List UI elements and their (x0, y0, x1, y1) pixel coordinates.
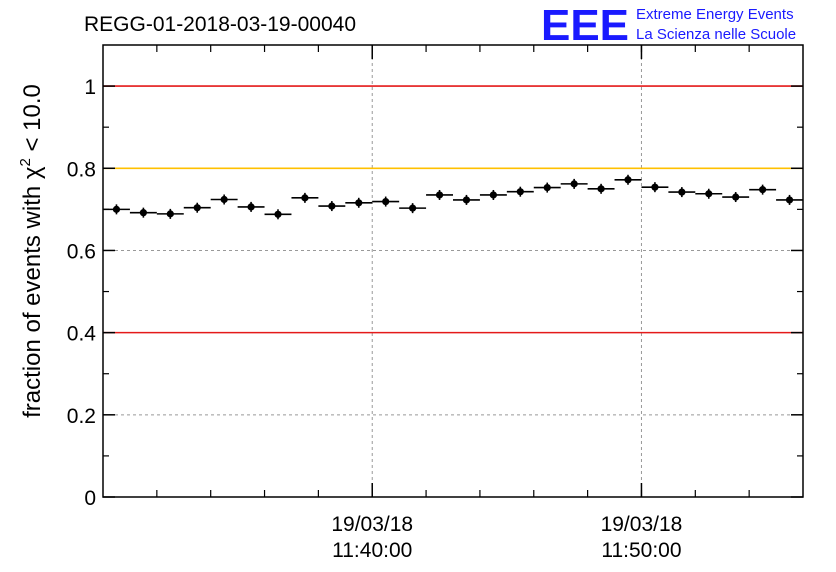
data-point (587, 183, 615, 194)
y-tick-label: 0 (84, 487, 96, 510)
y-tick-label: 0.8 (67, 158, 96, 181)
eee-logo-line1: Extreme Energy Events (636, 6, 794, 23)
y-axis-label-prefix: fraction of events with (19, 179, 46, 418)
data-point (722, 192, 750, 203)
data-point-marker (597, 185, 605, 193)
data-point-marker (678, 188, 686, 196)
data-point (129, 207, 157, 218)
data-point (560, 178, 588, 189)
data-point (533, 182, 561, 193)
data-point (776, 194, 803, 205)
x-tick-label-date: 19/03/18 (331, 513, 413, 536)
data-point-marker (543, 183, 551, 192)
reference-lines (103, 85, 803, 334)
data-point (453, 194, 480, 205)
data-point (345, 197, 373, 208)
data-point-marker (624, 176, 632, 184)
data-point (399, 203, 427, 214)
data-point (479, 189, 507, 200)
data-point-marker (570, 180, 578, 188)
data-point (695, 188, 723, 199)
data-point (291, 192, 319, 203)
data-point-marker (732, 193, 740, 201)
data-point-marker (759, 186, 767, 194)
data-point-marker (409, 204, 417, 212)
data-point (210, 194, 238, 205)
data-point-marker (462, 196, 471, 204)
y-tick-label: 0.2 (67, 405, 96, 428)
data-point (372, 196, 400, 207)
data-series (103, 174, 803, 220)
y-axis-label: fraction of events with χ2 < 10.0 (17, 84, 46, 418)
data-point-marker (193, 204, 201, 212)
data-point-marker (166, 210, 174, 218)
data-point-marker (112, 205, 121, 213)
data-point-marker (382, 197, 390, 206)
data-point (264, 209, 292, 220)
eee-logo-line2: La Scienza nelle Scuole (636, 26, 796, 43)
y-tick-label: 1 (84, 76, 96, 99)
data-point (156, 208, 184, 219)
axes: 0 0.2 0.4 0.6 0.8 1 19/03/18 11:40:00 19/03/18 11… (67, 45, 803, 562)
data-point-marker (247, 203, 255, 211)
y-tick-label: 0.4 (67, 323, 97, 346)
data-point-marker (489, 191, 497, 199)
grid-layer (103, 45, 803, 497)
y-axis-label-superscript: 2 (17, 158, 34, 166)
data-point (641, 182, 669, 193)
data-point-marker (355, 199, 363, 207)
data-point (426, 189, 453, 200)
data-point-marker (435, 191, 444, 199)
data-point (749, 184, 777, 195)
data-point-marker (328, 202, 336, 210)
data-point (506, 186, 534, 197)
data-point (668, 187, 696, 198)
data-point-marker (651, 183, 659, 191)
data-point-marker (516, 188, 524, 196)
data-point-marker (705, 190, 713, 198)
x-tick-label-time: 11:40:00 (332, 539, 412, 562)
data-point-marker (301, 194, 309, 202)
eee-logo-mark: EEE (541, 1, 629, 50)
y-axis-label-suffix: < 10.0 (19, 84, 46, 158)
data-point-marker (785, 196, 794, 204)
data-point-marker (274, 210, 282, 218)
data-point (183, 202, 211, 213)
data-point-marker (139, 209, 147, 217)
x-tick-label-time: 11:50:00 (601, 539, 681, 562)
x-tick-label-date: 19/03/18 (601, 513, 683, 536)
data-point (614, 174, 642, 185)
data-point (318, 201, 346, 212)
data-point-marker (220, 195, 228, 204)
data-point (237, 201, 265, 212)
eee-logo: EEE Extreme Energy Events La Scienza nel… (541, 1, 796, 50)
plot-frame (102, 44, 804, 498)
y-tick-label: 0.6 (67, 240, 96, 263)
chart-title: REGG-01-2018-03-19-00040 (84, 13, 356, 36)
y-axis-label-symbol: χ (19, 166, 46, 179)
